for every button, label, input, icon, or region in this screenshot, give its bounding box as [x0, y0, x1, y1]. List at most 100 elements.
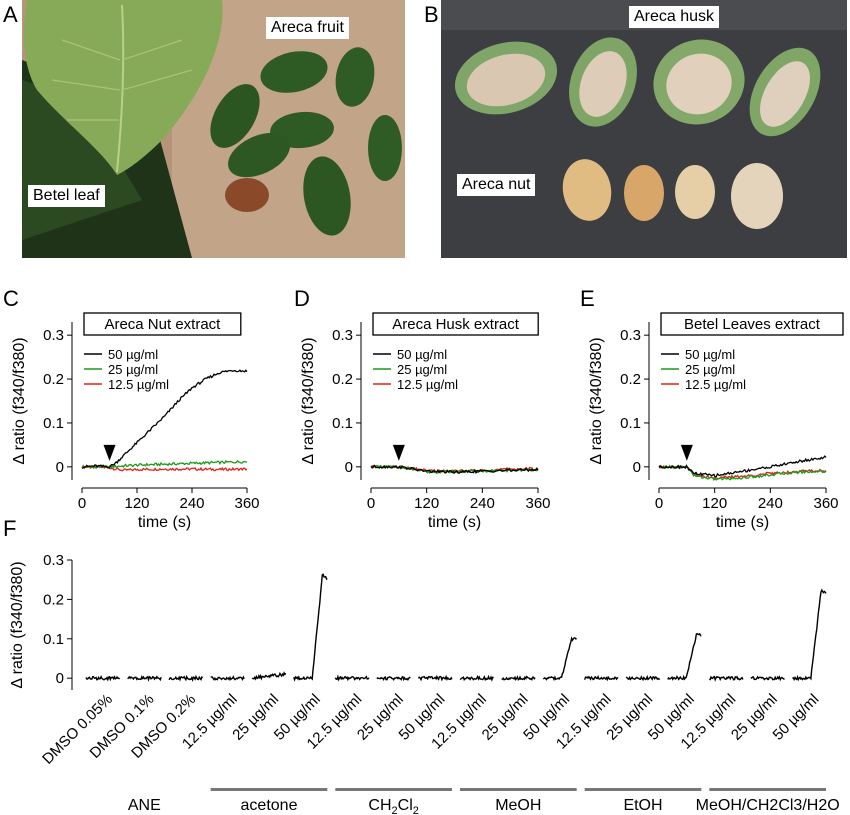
y-tick-label-d: 0.1: [332, 415, 353, 432]
chart-title-c: Areca Nut extract: [104, 316, 221, 333]
x-tick-label-c: 120: [124, 495, 149, 512]
series-line-e: [658, 455, 827, 478]
x-axis-label-e: time (s): [716, 514, 769, 531]
x-axis-label-d: time (s): [428, 514, 481, 531]
y-tick-label-f: 0.1: [43, 631, 64, 648]
group-label-f: MeOH/CH2Cl3/H2O: [696, 797, 840, 814]
x-tick-label-c: 0: [78, 495, 86, 512]
group-label-f: MeOH: [495, 797, 541, 814]
trace-segment-f: [750, 675, 785, 682]
title-box-e: [660, 312, 844, 336]
y-axis-label-c: Δ ratio (f340/f380): [11, 337, 28, 464]
legend-label-d: 25 µg/ml: [397, 362, 447, 377]
group-label-part-f: CH: [368, 797, 391, 814]
trace-segment-f: [584, 674, 619, 682]
photo-b-illustration: [441, 0, 847, 258]
x-tick-label-e: 0: [655, 495, 663, 512]
label-areca-nut: Areca nut: [457, 174, 536, 196]
group-bar-f: [584, 788, 702, 791]
photo-betel-leaf-areca-fruit: Areca fruit Betel leaf: [22, 0, 405, 258]
y-tick-label-e: 0: [633, 459, 641, 476]
trace-segment-f: [667, 632, 702, 681]
legend-label-d: 12.5 µg/ml: [397, 377, 458, 392]
label-betel-leaf: Betel leaf: [28, 185, 105, 207]
trace-segment-f: [709, 675, 744, 682]
y-tick-label-d: 0: [345, 459, 353, 476]
panel-letter-b: B: [424, 2, 439, 27]
photo-areca-husk-nut: Areca husk Areca nut: [441, 0, 847, 258]
legend-label-c: 50 µg/ml: [108, 347, 158, 362]
chart-title-d: Areca Husk extract: [392, 316, 520, 333]
label-areca-fruit: Areca fruit: [266, 17, 349, 39]
condition-label-f: 50 µg/ml: [770, 691, 823, 744]
x-tick-label-d: 0: [367, 495, 375, 512]
trace-segment-f: [376, 675, 411, 682]
stimulus-arrow-c: [103, 444, 116, 461]
trace-segment-f: [792, 588, 827, 682]
y-tick-label-e: 0.1: [620, 415, 641, 432]
series-line-c: [81, 459, 247, 470]
y-tick-label-f: 0: [56, 670, 64, 687]
series-line-c: [81, 369, 248, 469]
trace-segment-f: [168, 674, 204, 682]
trace-segment-f: [501, 675, 536, 681]
panel-letter-d: D: [294, 286, 310, 311]
trace-segment-f: [251, 671, 287, 681]
trace-segment-f: [459, 674, 494, 682]
label-areca-husk: Areca husk: [629, 6, 720, 28]
x-axis-label-c: time (s): [138, 514, 191, 531]
y-tick-label-e: 0.2: [620, 371, 641, 388]
panel-letter-f: F: [3, 516, 17, 541]
trace-segment-f: [293, 573, 328, 682]
x-tick-label-c: 360: [234, 495, 259, 512]
x-tick-label-e: 120: [702, 495, 727, 512]
y-axis-label-d: Δ ratio (f340/f380): [300, 337, 317, 464]
group-label-part-f: 2: [413, 805, 419, 815]
legend-label-c: 12.5 µg/ml: [108, 377, 169, 392]
group-bar-f: [460, 788, 577, 791]
title-box-c: [83, 312, 242, 336]
y-tick-label-c: 0.3: [43, 327, 64, 344]
legend-label-d: 50 µg/ml: [397, 347, 447, 362]
x-tick-label-d: 120: [414, 495, 439, 512]
trace-segment-f: [625, 674, 661, 682]
condition-label-f: DMSO 0.05%: [39, 691, 116, 768]
stimulus-arrow-e: [680, 444, 693, 461]
panel-letter-e: E: [580, 286, 595, 311]
trace-segment-f: [334, 674, 370, 682]
title-box-d: [372, 312, 539, 336]
y-tick-label-d: 0.2: [332, 371, 353, 388]
panel-letter-c: C: [3, 286, 19, 311]
trace-segment-f: [210, 675, 245, 682]
y-tick-label-c: 0: [56, 459, 64, 476]
y-tick-label-f: 0.3: [43, 552, 64, 569]
legend-label-e: 50 µg/ml: [685, 347, 735, 362]
series-line-d: [370, 464, 539, 475]
y-tick-label-c: 0.1: [43, 415, 64, 432]
chart-title-e: Betel Leaves extract: [684, 316, 821, 333]
x-tick-label-d: 240: [470, 495, 495, 512]
group-label-f: ANE: [128, 797, 161, 814]
trace-segment-f: [127, 675, 162, 683]
group-label-f: EtOH: [623, 797, 662, 814]
stimulus-arrow-d: [392, 444, 405, 461]
x-tick-label-d: 360: [525, 495, 550, 512]
legend-label-c: 25 µg/ml: [108, 362, 158, 377]
photo-a-illustration: [22, 0, 405, 258]
x-tick-label-c: 240: [179, 495, 204, 512]
group-label-part-f: Cl: [398, 797, 413, 814]
group-label-part-f: 2: [392, 805, 398, 815]
group-bar-f: [335, 788, 452, 791]
group-label-f: CH2Cl2: [368, 797, 418, 815]
y-tick-label-f: 0.2: [43, 591, 64, 608]
legend-label-e: 12.5 µg/ml: [685, 377, 746, 392]
y-tick-label-c: 0.2: [43, 371, 64, 388]
y-tick-label-e: 0.3: [620, 327, 641, 344]
panel-letter-a: A: [3, 2, 18, 27]
series-line-e: [658, 464, 827, 482]
y-axis-label-e: Δ ratio (f340/f380): [588, 337, 605, 464]
legend-label-e: 25 µg/ml: [685, 362, 735, 377]
x-tick-label-e: 360: [813, 495, 838, 512]
y-tick-label-d: 0.3: [332, 327, 353, 344]
